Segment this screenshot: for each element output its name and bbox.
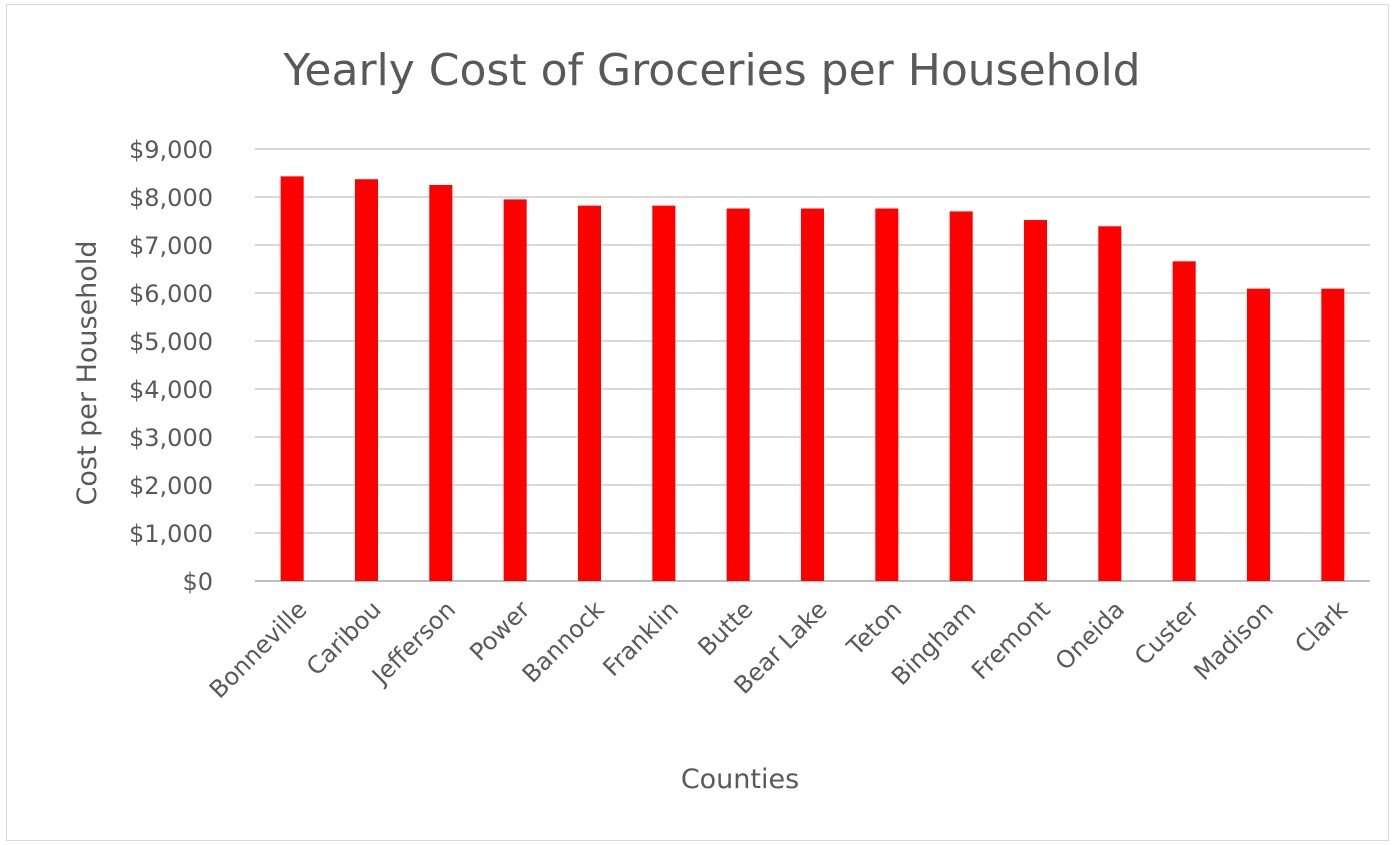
- bar: [949, 211, 973, 581]
- y-tick-label: $4,000: [129, 376, 213, 404]
- y-tick-label: $1,000: [129, 520, 213, 548]
- bar: [354, 179, 379, 582]
- bar: [652, 205, 676, 581]
- y-tick-label: $5,000: [129, 328, 213, 356]
- chart-title: Yearly Cost of Groceries per Household: [282, 45, 1140, 96]
- x-tick-label: Butte: [692, 595, 758, 661]
- y-tick-label: $2,000: [129, 472, 213, 500]
- bar: [1321, 288, 1345, 581]
- x-tick-label: Bonneville: [204, 595, 312, 703]
- x-tick-label: Teton: [841, 595, 907, 661]
- y-tick-label: $6,000: [129, 280, 213, 308]
- bar: [726, 208, 750, 581]
- bar: [875, 208, 899, 581]
- x-tick-label: Bannock: [517, 595, 610, 688]
- bar: [280, 176, 304, 582]
- x-tick-label: Power: [464, 595, 535, 666]
- y-tick-label: $0: [182, 568, 213, 596]
- y-tick-label: $3,000: [129, 424, 213, 452]
- x-tick-label: Fremont: [966, 595, 1056, 685]
- bars: [280, 176, 1345, 582]
- x-axis-title: Counties: [681, 764, 799, 795]
- bar: [577, 205, 602, 581]
- x-tick-label: Custer: [1129, 595, 1204, 670]
- bar: [1098, 226, 1122, 581]
- y-tick-label: $8,000: [129, 184, 213, 212]
- bar: [1246, 288, 1271, 581]
- x-tick-label: Madison: [1188, 595, 1278, 685]
- y-axis-ticks: $0 $1,000 $2,000 $3,000 $4,000 $5,000 $6,000 $7…: [129, 136, 213, 596]
- x-tick-label: Clark: [1290, 595, 1354, 659]
- bar-chart: Yearly Cost of Groceries per Household C…: [72, 45, 1370, 795]
- y-tick-label: $7,000: [129, 232, 213, 260]
- x-tick-label: Oneida: [1050, 595, 1130, 675]
- bar: [1023, 220, 1048, 582]
- y-tick-label: $9,000: [129, 136, 213, 164]
- chart-container: Yearly Cost of Groceries per Household C…: [6, 4, 1389, 841]
- y-axis-title: Cost per Household: [72, 241, 103, 506]
- bar: [429, 185, 453, 581]
- bar: [1172, 261, 1196, 581]
- bar: [503, 199, 527, 581]
- bar: [800, 208, 825, 581]
- x-tick-label: Franklin: [598, 595, 684, 681]
